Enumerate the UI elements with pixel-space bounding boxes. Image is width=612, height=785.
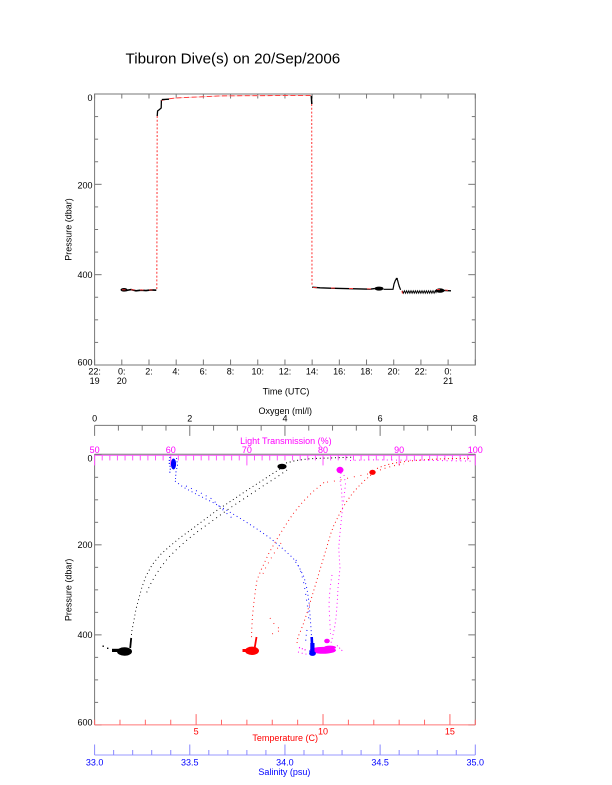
svg-text:70: 70 [242,445,252,455]
svg-text:Pressure (dbar): Pressure (dbar) [64,559,74,622]
svg-text:200: 200 [77,540,92,550]
svg-text:20:: 20: [387,367,400,377]
svg-text:0:: 0: [118,367,126,377]
svg-text:35.0: 35.0 [467,757,485,767]
svg-text:34.0: 34.0 [276,757,294,767]
svg-text:Pressure (dbar): Pressure (dbar) [64,198,74,261]
svg-text:15: 15 [445,727,455,737]
svg-text:Oxygen (ml/l): Oxygen (ml/l) [258,406,312,416]
svg-text:33.0: 33.0 [86,757,104,767]
svg-text:22:: 22: [415,367,428,377]
svg-text:16:: 16: [333,367,346,377]
svg-text:Time (UTC): Time (UTC) [263,386,310,396]
svg-text:6: 6 [378,413,383,423]
svg-text:34.5: 34.5 [371,757,389,767]
svg-text:400: 400 [77,270,92,280]
svg-text:21: 21 [443,376,453,386]
svg-text:50: 50 [90,445,100,455]
svg-text:10:: 10: [251,367,264,377]
svg-text:80: 80 [318,445,328,455]
svg-text:14:: 14: [306,367,319,377]
svg-text:6:: 6: [200,367,208,377]
svg-text:4: 4 [282,413,287,423]
svg-text:8: 8 [473,413,478,423]
svg-text:2:: 2: [145,367,153,377]
svg-text:200: 200 [77,180,92,190]
svg-text:0: 0 [92,413,97,423]
svg-text:0: 0 [87,93,92,103]
svg-text:Light Transmission (%): Light Transmission (%) [240,436,332,446]
svg-text:600: 600 [77,718,92,728]
svg-text:10: 10 [318,727,328,737]
svg-text:600: 600 [77,358,92,368]
svg-text:Temperature (C): Temperature (C) [252,733,318,743]
svg-text:5: 5 [194,727,199,737]
svg-text:2: 2 [187,413,192,423]
svg-text:22:: 22: [88,367,101,377]
svg-text:12:: 12: [279,367,292,377]
svg-text:0:: 0: [444,367,452,377]
svg-text:4:: 4: [172,367,180,377]
svg-text:33.5: 33.5 [181,757,199,767]
svg-text:8:: 8: [227,367,235,377]
svg-text:19: 19 [90,376,100,386]
svg-text:0: 0 [87,453,92,463]
svg-text:90: 90 [394,445,404,455]
svg-text:100: 100 [468,445,483,455]
svg-text:Salinity (psu): Salinity (psu) [258,767,310,777]
svg-text:18:: 18: [360,367,373,377]
svg-text:400: 400 [77,630,92,640]
svg-text:20: 20 [117,376,127,386]
svg-text:Tiburon Dive(s) on 20/Sep/2006: Tiburon Dive(s) on 20/Sep/2006 [126,51,341,68]
svg-text:60: 60 [166,445,176,455]
